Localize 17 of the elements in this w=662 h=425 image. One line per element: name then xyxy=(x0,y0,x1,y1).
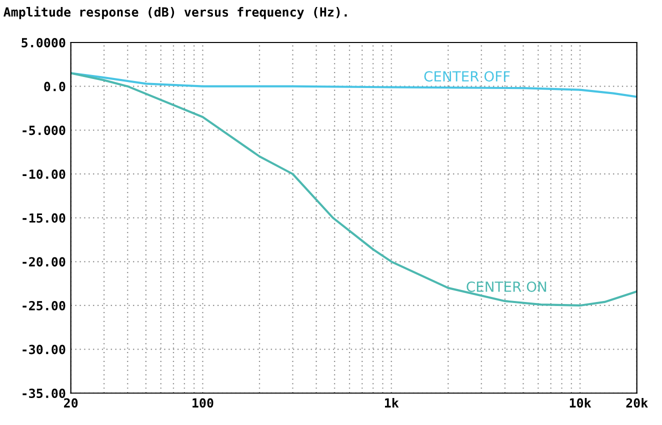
y-tick-label: -35.00 xyxy=(22,388,66,398)
y-tick-label: -25.00 xyxy=(22,300,66,310)
x-tick-label: 100 xyxy=(192,398,214,408)
y-tick-label: -5.000 xyxy=(22,126,66,136)
series-label: CENTER ON xyxy=(466,281,546,292)
chart-title: Amplitude response (dB) versus frequency (Hz). xyxy=(4,6,347,20)
y-tick-label: -15.00 xyxy=(22,213,66,223)
y-tick-label: -30.00 xyxy=(22,344,66,354)
x-tick-label: 1k xyxy=(385,398,399,408)
x-tick-label: 20 xyxy=(64,398,78,408)
y-tick-label: -10.00 xyxy=(22,169,66,179)
y-tick-label: 5.0000 xyxy=(22,38,66,48)
y-tick-label: -20.00 xyxy=(22,257,66,267)
series-label: CENTER OFF xyxy=(424,71,510,82)
x-tick-label: 20k xyxy=(626,398,648,408)
x-tick-label: 10k xyxy=(570,398,592,408)
y-tick-label: 0.0 xyxy=(44,82,66,92)
